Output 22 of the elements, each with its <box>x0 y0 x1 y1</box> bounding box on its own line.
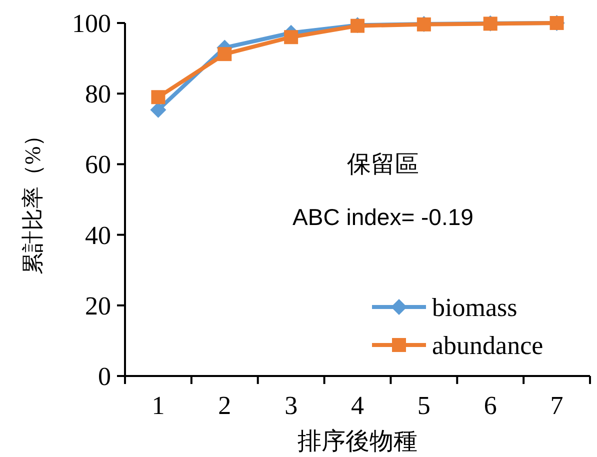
y-tick-label: 60 <box>85 150 111 180</box>
x-axis-title: 排序後物種 <box>298 428 418 455</box>
y-tick-label: 80 <box>85 80 111 109</box>
x-tick-label: 7 <box>550 391 564 420</box>
x-tick-label: 1 <box>152 391 165 420</box>
point <box>151 90 166 104</box>
annotation: 保留區 <box>347 152 419 178</box>
x-tick-label: 5 <box>417 391 430 420</box>
annotation: ABC index= -0.19 <box>292 204 474 230</box>
legend-label: biomass <box>432 293 518 322</box>
point <box>218 47 232 62</box>
y-tick-label: 100 <box>72 9 111 38</box>
x-tick-label: 6 <box>484 391 497 420</box>
y-tick-label: 40 <box>85 220 111 250</box>
x-tick-label: 4 <box>351 391 364 420</box>
y-axis-title: 累計比率（%） <box>20 124 45 275</box>
y-tick-label: 20 <box>85 291 111 320</box>
y-tick-label: 0 <box>98 362 111 391</box>
x-tick-label: 3 <box>284 391 298 420</box>
x-tick-label: 2 <box>218 391 232 420</box>
legend-label: abundance <box>432 331 544 360</box>
point <box>284 30 298 44</box>
